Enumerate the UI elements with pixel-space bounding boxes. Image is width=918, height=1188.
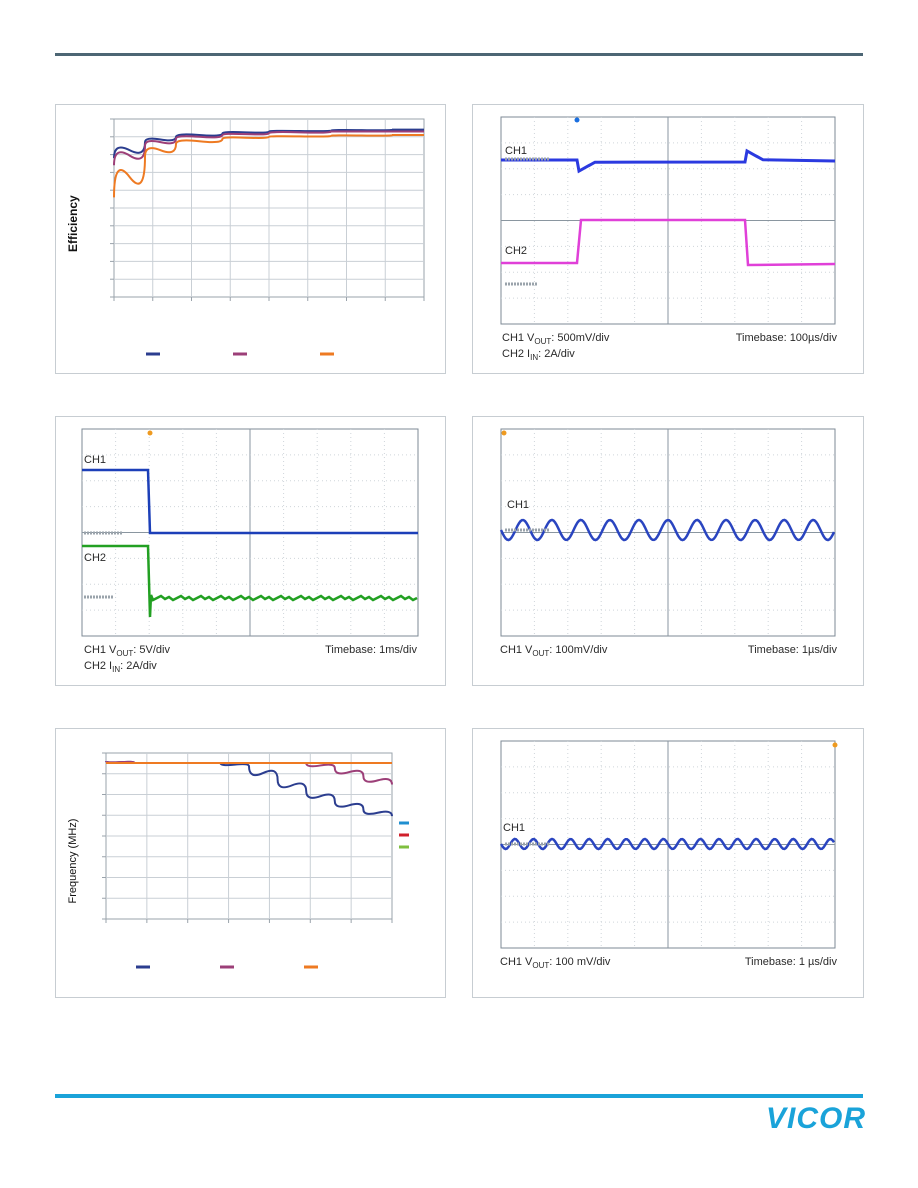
scope-startup-ch1-label: CH1 bbox=[84, 454, 107, 466]
footer-rule bbox=[55, 1094, 863, 1098]
scope-ripple-2-panel: CH1 CH1 VOUT: 100 mV/div Timebase: 1 µs/… bbox=[472, 728, 864, 998]
scope-ripple-1-panel: CH1 CH1 VOUT: 100mV/div Timebase: 1µs/di… bbox=[472, 416, 864, 686]
efficiency-chart bbox=[110, 118, 425, 356]
frequency-chart bbox=[102, 752, 409, 969]
efficiency-chart-panel: Efficiency bbox=[55, 104, 446, 374]
scope-startup-caption-line1: CH1 VOUT: 5V/div bbox=[84, 644, 170, 659]
scope-transient-trigger-marker bbox=[574, 117, 580, 123]
scope-ripple_1-ch1-trace bbox=[499, 518, 836, 542]
scope-startup-ch2-trace bbox=[82, 544, 418, 618]
scope-startup-caption-line2: CH2 IIN: 2A/div bbox=[84, 660, 157, 675]
scope-transient-panel: CH1 CH2 CH1 VOUT: 500mV/div CH2 IIN: 2A/… bbox=[472, 104, 864, 374]
efficiency-ylabel: Efficiency bbox=[66, 195, 80, 252]
header-rule bbox=[55, 53, 863, 56]
scope-ripple-2-screen bbox=[499, 740, 838, 949]
scope-ripple-2-timebase: Timebase: 1 µs/div bbox=[744, 956, 837, 968]
scope-ripple-1-screen bbox=[499, 428, 836, 637]
scope-startup-timebase: Timebase: 1ms/div bbox=[325, 644, 417, 656]
scope-ripple_2-ch1-trace bbox=[499, 837, 835, 851]
scope-ripple-2-ch1-label: CH1 bbox=[503, 822, 526, 834]
vicor-logo-text: VICOR bbox=[766, 1102, 866, 1133]
scope-transient-timebase: Timebase: 100µs/div bbox=[735, 332, 837, 344]
frequency-ylabel: Frequency (MHz) bbox=[67, 818, 79, 904]
scope-ripple-1-timebase: Timebase: 1µs/div bbox=[747, 644, 837, 656]
scope-ripple-1-caption-line1: CH1 VOUT: 100mV/div bbox=[500, 644, 608, 659]
scope-startup-trigger-marker bbox=[147, 430, 153, 436]
scope-transient-caption-line2: CH2 IIN: 2A/div bbox=[502, 348, 575, 363]
scope-ripple_2-trigger-marker bbox=[832, 742, 838, 748]
scope-transient-ch2-label: CH2 bbox=[505, 245, 528, 257]
efficiency-series-2 bbox=[113, 130, 424, 166]
scope-transient-ch1-label: CH1 bbox=[505, 145, 528, 157]
vicor-logo: VICOR bbox=[766, 1102, 866, 1133]
scope-startup-ch1-trace bbox=[82, 468, 418, 535]
scope-ripple_1-trigger-marker bbox=[501, 430, 507, 436]
scope-transient-ch1-trace bbox=[501, 148, 836, 174]
scope-ripple-1-ch1-label: CH1 bbox=[507, 499, 530, 511]
scope-transient-screen bbox=[500, 116, 836, 325]
scope-transient-ch2-trace bbox=[501, 218, 836, 267]
efficiency-series-3 bbox=[113, 134, 424, 198]
scope-ripple-2-caption-line1: CH1 VOUT: 100 mV/div bbox=[500, 956, 611, 971]
efficiency-series-1 bbox=[113, 128, 424, 159]
scope-startup-screen bbox=[81, 428, 419, 637]
scope-startup-ch2-label: CH2 bbox=[84, 552, 107, 564]
scope-startup-panel: CH1 CH2 CH1 VOUT: 5V/div CH2 IIN: 2A/div… bbox=[55, 416, 446, 686]
frequency-chart-panel: Frequency (MHz) bbox=[55, 728, 446, 998]
scope-transient-caption-line1: CH1 VOUT: 500mV/div bbox=[502, 332, 610, 347]
